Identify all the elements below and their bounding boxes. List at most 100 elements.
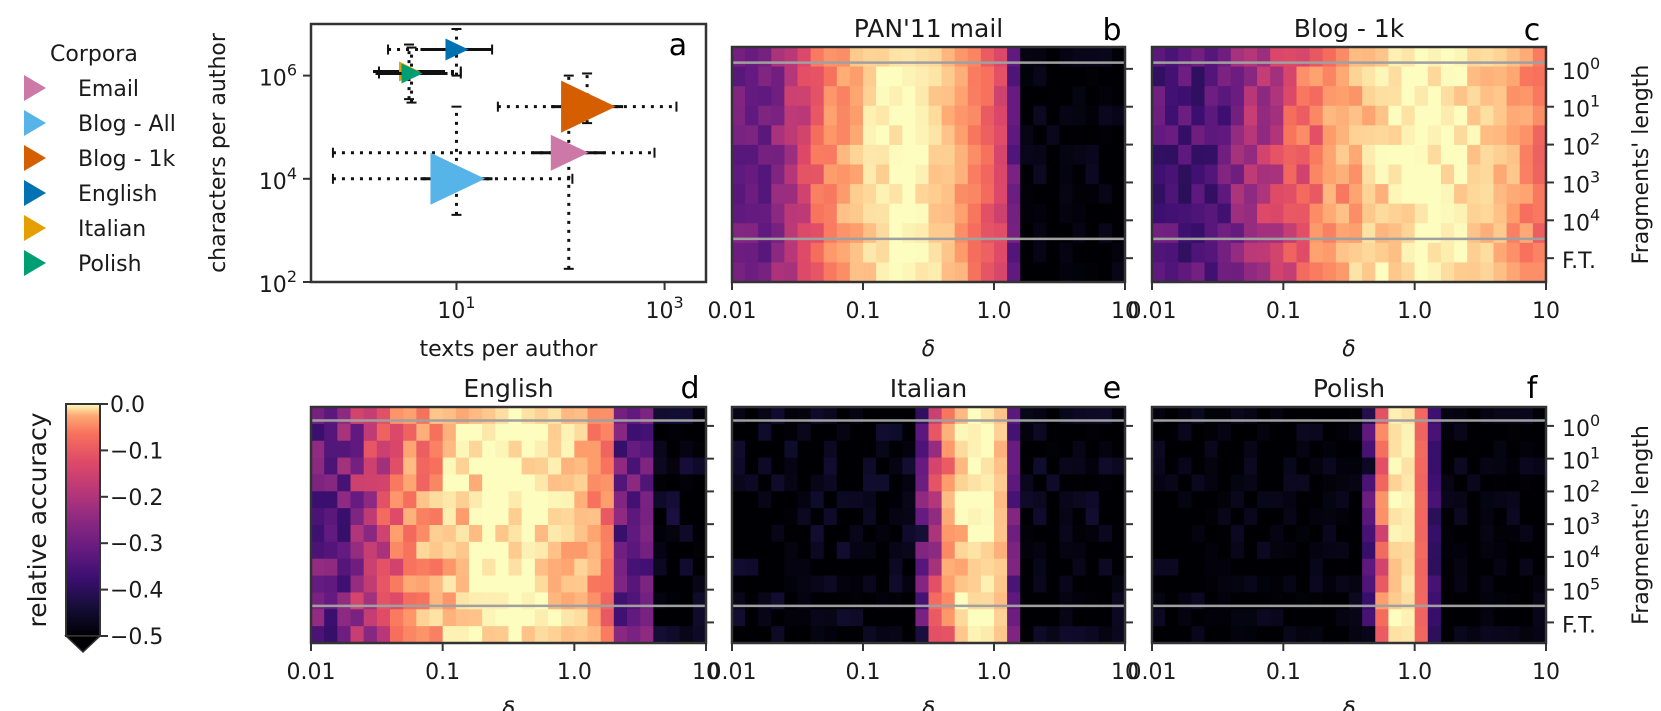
heatmap-cell xyxy=(1440,262,1455,283)
heatmap-cell xyxy=(1440,184,1455,205)
heatmap-cell xyxy=(1362,105,1376,126)
heatmap-cell xyxy=(469,474,483,492)
heatmap-cell xyxy=(653,592,668,610)
heatmap-cell xyxy=(521,609,536,627)
heatmap-cell xyxy=(1427,164,1442,185)
heatmap-cell xyxy=(994,541,1008,560)
heatmap-cell xyxy=(1072,626,1087,644)
heatmap-cell xyxy=(823,491,838,509)
heatmap-cell xyxy=(1362,125,1376,146)
heatmap-cell xyxy=(1427,423,1442,442)
right-tick-label-base: 10 xyxy=(1562,515,1590,540)
heatmap-cell xyxy=(1204,242,1219,264)
heatmap-cell xyxy=(574,474,589,492)
heatmap-cell xyxy=(1480,474,1495,492)
heatmap-cell xyxy=(1098,626,1113,644)
heatmap-cell xyxy=(1309,47,1324,68)
heatmap-cell xyxy=(666,457,681,476)
heatmap-cell xyxy=(1401,125,1416,146)
right-tick-label-exp: 3 xyxy=(1590,509,1600,528)
heatmap-cell xyxy=(1059,575,1074,594)
heatmap-cell xyxy=(784,125,799,146)
heatmap-cell xyxy=(1111,508,1126,526)
heatmap-cell xyxy=(600,491,615,509)
heatmap-cell xyxy=(797,164,812,185)
heatmap-cell xyxy=(1033,47,1047,68)
heatmap-cell xyxy=(363,423,378,442)
heatmap-cell xyxy=(548,491,562,509)
heatmap-cell xyxy=(416,474,431,492)
heatmap-cell xyxy=(1191,144,1206,166)
heatmap-cell xyxy=(1243,457,1258,476)
heatmap-cell xyxy=(967,407,982,425)
heatmap-cell xyxy=(1335,242,1350,264)
heatmap-cell xyxy=(1362,609,1376,627)
heatmap-cell xyxy=(784,242,799,264)
heatmap-cell xyxy=(1375,626,1389,644)
heatmap-cell xyxy=(311,541,325,560)
heatmap-cell xyxy=(784,457,799,476)
heatmap-cell xyxy=(666,440,681,459)
heatmap-cell xyxy=(679,474,694,492)
heatmap-cell xyxy=(1046,558,1061,577)
y-tick-label: 104 xyxy=(259,164,297,195)
heatmap-cell xyxy=(1217,164,1232,185)
heatmap-cell xyxy=(627,558,641,577)
heatmap-cell xyxy=(1243,144,1258,166)
heatmap-cell xyxy=(1046,125,1061,146)
heatmap-cell xyxy=(416,558,431,577)
heatmap-cell xyxy=(1111,525,1126,543)
heatmap-cell xyxy=(1506,525,1521,543)
colorbar-tick-label: −0.3 xyxy=(110,532,163,557)
heatmap-cell xyxy=(1414,575,1429,594)
heatmap-cell xyxy=(994,262,1008,283)
heatmap-cell xyxy=(980,125,995,146)
heatmap-cell xyxy=(469,626,483,644)
heatmap-cell xyxy=(810,164,825,185)
heatmap-cell xyxy=(1506,262,1521,283)
heatmap-cell xyxy=(679,457,694,476)
heatmap-cell xyxy=(324,440,338,459)
heatmap-cell xyxy=(849,423,864,442)
heatmap-cell xyxy=(823,423,838,442)
heatmap-cell xyxy=(324,541,338,560)
heatmap-cell xyxy=(587,626,602,644)
heatmap-cell xyxy=(1204,164,1219,185)
heatmap-cell xyxy=(1165,184,1179,205)
heatmap-cell xyxy=(928,575,943,594)
heatmap-cell xyxy=(836,86,851,107)
heatmap-cell xyxy=(1059,626,1074,644)
heatmap-cell xyxy=(784,47,799,68)
heatmap-cell xyxy=(1033,525,1047,543)
heatmap-cell xyxy=(1375,491,1389,509)
heatmap-cell xyxy=(732,203,746,224)
heatmap-cell xyxy=(994,164,1008,185)
heatmap-cell xyxy=(1519,525,1534,543)
heatmap-cell xyxy=(849,525,864,543)
heatmap-cell xyxy=(1204,575,1219,594)
heatmap-cell xyxy=(1165,47,1179,68)
heatmap-cell xyxy=(469,407,483,425)
legend-entry: Email xyxy=(24,75,139,102)
heatmap-cell xyxy=(627,423,641,442)
heatmap-cell xyxy=(1322,575,1337,594)
heatmap-cell xyxy=(1493,242,1508,264)
heatmap-cell xyxy=(1257,407,1271,425)
heatmap-cell xyxy=(967,164,982,185)
heatmap-cell xyxy=(771,541,785,560)
heatmap-cell xyxy=(324,609,338,627)
heatmap-cell xyxy=(1506,86,1521,107)
heatmap-cell xyxy=(1020,491,1034,509)
heatmap-cell xyxy=(1401,184,1416,205)
heatmap-cell xyxy=(561,626,575,644)
heatmap-cell xyxy=(311,423,325,442)
heatmap-cell xyxy=(692,457,707,476)
heatmap-cell xyxy=(849,47,864,68)
heatmap-cell xyxy=(692,609,707,627)
heatmap-cell xyxy=(928,491,943,509)
heatmap-cell xyxy=(455,541,470,560)
heatmap-cell xyxy=(889,223,903,244)
heatmap-cell xyxy=(1007,609,1021,627)
heatmap-cell xyxy=(758,203,772,224)
